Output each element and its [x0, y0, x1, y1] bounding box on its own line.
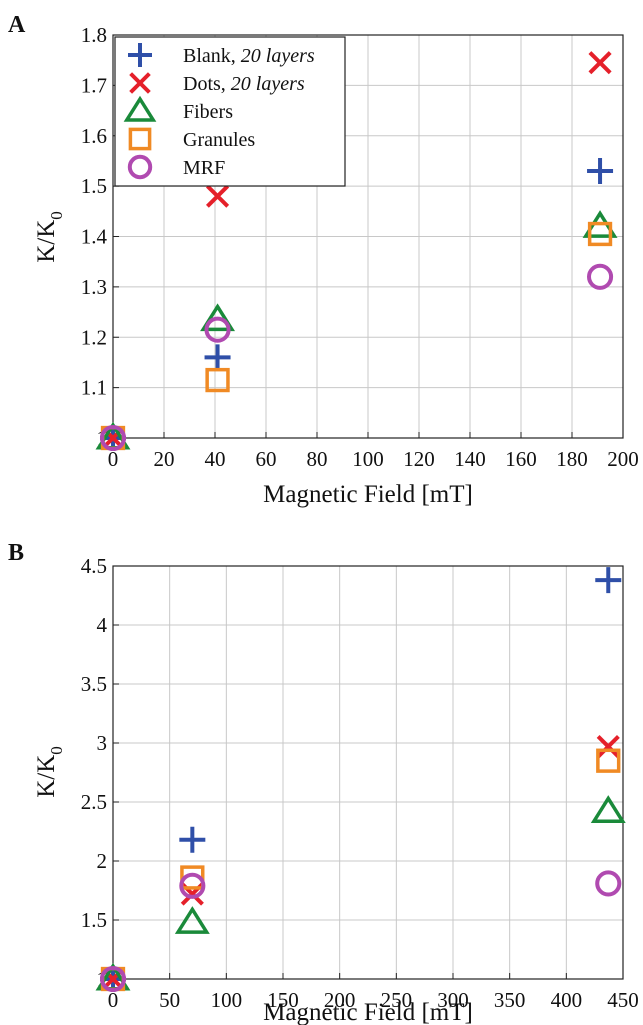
panel-a-x-tick-label: 200	[607, 447, 639, 471]
panel-a-x-tick-label: 160	[505, 447, 537, 471]
panel-a-y-tick-label: 1.4	[81, 225, 108, 249]
panel-a-point-granules	[205, 367, 230, 393]
legend-marker-blank	[128, 43, 152, 67]
panel-a-point-dots	[205, 184, 230, 208]
panel-b-point-mrf	[179, 872, 206, 899]
panel-b-x-tick-label: 50	[159, 988, 180, 1012]
panel-b-ticks: 0 50 100 150 200 250 300 350 400 45011.522.533.54…	[81, 554, 639, 1012]
panel-b-x-tick-label: 300	[437, 988, 469, 1012]
panel-b-point-granules	[180, 865, 205, 890]
panel-b-x-tick-label: 150	[267, 988, 299, 1012]
panel-b-y-tick-label: 2	[97, 849, 108, 873]
legend-label-dots: Dots, 20 layers	[183, 73, 305, 95]
legend-label-mrf: MRF	[183, 157, 225, 179]
panel-b-x-tick-label: 100	[211, 988, 243, 1012]
panel-b-chart: B 0 50 100 150 200 250 300 350 400 45011.522.533.…	[8, 540, 639, 1025]
panel-b-y-tick-label: 4.5	[81, 554, 107, 578]
panel-b-y-axis-label: K/K0	[33, 746, 66, 798]
panel-a-point-fibers	[200, 303, 236, 332]
panel-b-point-granules	[596, 748, 621, 773]
legend-label-blank: Blank, 20 layers	[183, 45, 315, 67]
panel-b-point-fibers	[174, 906, 210, 934]
panel-a-point-blank	[204, 344, 231, 371]
panel-b-point-blank	[179, 826, 206, 853]
panel-a-y-axis-label-main: K/K	[33, 220, 60, 263]
panel-a-x-tick-label: 40	[205, 447, 226, 471]
legend-label-fibers: Fibers	[183, 101, 233, 123]
panel-b-point-mrf	[595, 870, 622, 897]
panel-a-point-granules	[587, 221, 613, 247]
panel-a-y-axis-label-sub: 0	[47, 211, 66, 220]
panel-a-point-mrf	[99, 424, 127, 452]
panel-a-y-tick-label: 1.8	[81, 23, 107, 47]
legend-box	[114, 36, 346, 187]
panel-a-y-tick-label: 1.5	[81, 174, 107, 198]
panel-b-x-tick-label: 350	[494, 988, 526, 1012]
panel-a-y-axis-label: K/K0	[33, 211, 66, 263]
panel-b-data-points	[95, 567, 626, 993]
panel-a-label: A	[8, 12, 26, 38]
panel-a-y-tick-label: 1.7	[81, 73, 107, 97]
panel-b-x-axis-label: Magnetic Field [mT]	[263, 999, 473, 1025]
panel-a-point-dots	[588, 51, 612, 75]
panel-a-x-tick-label: 80	[307, 447, 328, 471]
panel-a-x-axis-label: Magnetic Field [mT]	[263, 481, 473, 508]
panel-a-x-tick-label: 140	[454, 447, 486, 471]
panel-a-y-tick-label: 1.6	[81, 124, 107, 148]
panel-a-y-tick-label: 1.2	[81, 325, 107, 349]
legend-marker-fibers	[123, 95, 157, 122]
panel-b-y-tick-label: 4	[97, 613, 108, 637]
panel-a-axes-frame	[112, 34, 624, 439]
panel-a-data-points	[95, 51, 618, 452]
panel-b-x-tick-label: 0	[108, 988, 119, 1012]
panel-a-x-tick-label: 180	[556, 447, 588, 471]
panel-a-point-mrf	[204, 316, 231, 343]
legend-label-granules: Granules	[183, 129, 255, 151]
panel-b-point-fibers	[590, 795, 626, 823]
panel-a-chart: A 0 20 40 60 80 100 120 140 160 180 20011.11.21.31…	[8, 12, 639, 508]
panel-a-point-mrf	[587, 263, 614, 290]
panel-b-point-blank	[595, 567, 622, 594]
panel-a-point-blank	[587, 158, 614, 185]
panel-b-label: B	[8, 540, 24, 566]
legend-marker-dots	[129, 72, 151, 94]
panel-a-x-tick-label: 0	[108, 447, 119, 471]
panel-b-x-tick-label: 400	[551, 988, 583, 1012]
panel-b-axes-frame	[112, 565, 624, 980]
panel-b-y-tick-label: 3.5	[81, 672, 107, 696]
panel-a-x-tick-label: 60	[256, 447, 277, 471]
panel-b-x-tick-label: 450	[607, 988, 639, 1012]
panel-a-x-tick-label: 120	[403, 447, 435, 471]
panel-a-x-tick-label: 100	[352, 447, 384, 471]
panel-b-x-tick-label: 200	[324, 988, 356, 1012]
panel-b-y-axis-label-main: K/K	[33, 755, 60, 798]
panel-b-y-tick-label: 3	[97, 731, 108, 755]
panel-b-point-mrf	[99, 965, 127, 993]
legend-marker-mrf	[127, 154, 153, 180]
panel-b-y-tick-label: 2.5	[81, 790, 107, 814]
panel-b-y-tick-label: 1.5	[81, 908, 107, 932]
panel-a-x-tick-label: 20	[154, 447, 175, 471]
panel-a-y-tick-label: 1.3	[81, 275, 107, 299]
panel-b-x-tick-label: 250	[381, 988, 413, 1012]
panel-b-point-dots	[596, 734, 620, 759]
panel-b-y-axis-label-sub: 0	[47, 746, 66, 755]
legend-marker-granules	[128, 127, 152, 151]
panel-a-legend: Blank, 20 layers Dots, 20 layers Fibers Gra…	[114, 36, 346, 187]
panel-a-y-tick-label: 1.1	[81, 376, 107, 400]
panel-b-plot-area	[113, 566, 623, 979]
